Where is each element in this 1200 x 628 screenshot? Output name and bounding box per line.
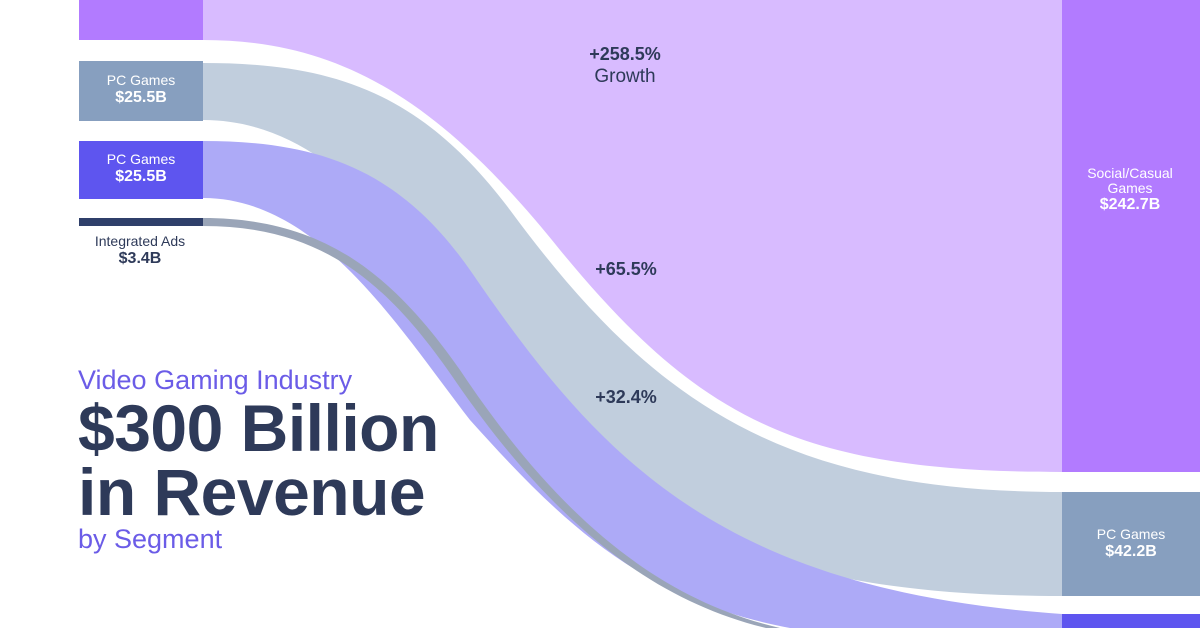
left-node-2-value: $25.5B — [115, 167, 167, 185]
growth-pc-value: +65.5% — [595, 259, 657, 279]
growth-social-sub: Growth — [594, 65, 656, 87]
title-block: Video Gaming Industry $300 Billion in Re… — [78, 365, 439, 555]
left-node-2-name: PC Games — [106, 151, 176, 167]
left-node-1-label: PC Games $25.5B — [79, 73, 203, 106]
left-node-3-value: $3.4B — [118, 249, 162, 267]
right-node-0-value: $242.7B — [1099, 196, 1161, 214]
left-node-3-label: Integrated Ads $3.4B — [70, 234, 210, 267]
title-line-2: $300 Billion — [78, 390, 439, 465]
flow-pc-games-2 — [203, 141, 1062, 628]
flow-pc-games — [203, 63, 1062, 596]
left-node-integrated-ads — [79, 218, 203, 226]
title-line-4: by Segment — [78, 524, 223, 555]
title-line-3: in Revenue — [78, 455, 426, 530]
growth-label-pc-2: +32.4% — [566, 387, 686, 409]
left-node-social — [79, 0, 203, 40]
flow-social-casual — [203, 0, 1062, 472]
flow-integrated-ads — [203, 218, 780, 628]
right-node-0-name: Social/Casual Games — [1087, 165, 1173, 196]
title-line-1: Video Gaming Industry — [78, 365, 353, 395]
right-node-mobile — [1062, 614, 1200, 628]
growth-label-pc: +65.5% — [566, 259, 686, 281]
growth-pc-2-value: +32.4% — [595, 387, 657, 407]
right-node-pc-games — [1062, 492, 1200, 596]
left-node-2-label: PC Games $25.5B — [79, 152, 203, 185]
right-node-1-label: PC Games $42.2B — [1062, 527, 1200, 560]
growth-label-social: +258.5% Growth — [560, 44, 690, 88]
right-node-1-name: PC Games — [1096, 526, 1166, 542]
right-node-0-label: Social/Casual Games $242.7B — [1066, 166, 1194, 214]
left-node-1-name: PC Games — [106, 72, 176, 88]
right-node-social-casual — [1062, 0, 1200, 472]
growth-social-value: +258.5% — [589, 44, 661, 64]
left-node-pc-games-2 — [79, 141, 203, 199]
left-node-1-value: $25.5B — [115, 88, 167, 106]
left-node-pc-games — [79, 61, 203, 121]
right-node-1-value: $42.2B — [1105, 542, 1157, 560]
left-node-3-name: Integrated Ads — [94, 233, 186, 249]
